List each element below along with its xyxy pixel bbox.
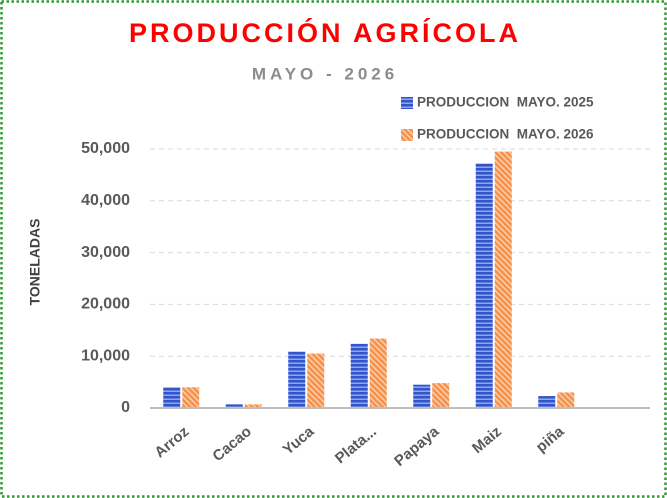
bar — [225, 404, 243, 408]
bar — [350, 343, 368, 408]
bar — [538, 396, 556, 408]
y-tick-label: 30,000 — [81, 244, 130, 261]
legend-swatch — [401, 97, 413, 109]
chart-title: PRODUCCIÓN AGRÍCOLA — [129, 17, 521, 48]
y-axis-label: TONELADAS — [27, 219, 43, 306]
y-tick-label: 20,000 — [81, 296, 130, 313]
bar — [557, 392, 575, 408]
bar — [432, 383, 450, 408]
bar — [369, 338, 387, 408]
legend-label: PRODUCCION MAYO. 2026 — [417, 127, 594, 142]
chart-subtitle: MAYO - 2026 — [252, 64, 398, 83]
bar — [307, 353, 325, 408]
bar — [163, 387, 181, 408]
legend-swatch — [401, 129, 413, 141]
y-tick-label: 40,000 — [81, 192, 130, 209]
bar — [475, 163, 493, 408]
bar — [182, 387, 200, 408]
y-tick-label: 50,000 — [81, 140, 130, 157]
y-tick-label: 0 — [121, 399, 130, 416]
bar — [288, 351, 306, 408]
bar — [413, 384, 431, 408]
bar — [244, 404, 262, 408]
legend-label: PRODUCCION MAYO. 2025 — [417, 95, 594, 110]
bar — [494, 151, 512, 408]
y-tick-label: 10,000 — [81, 347, 130, 364]
